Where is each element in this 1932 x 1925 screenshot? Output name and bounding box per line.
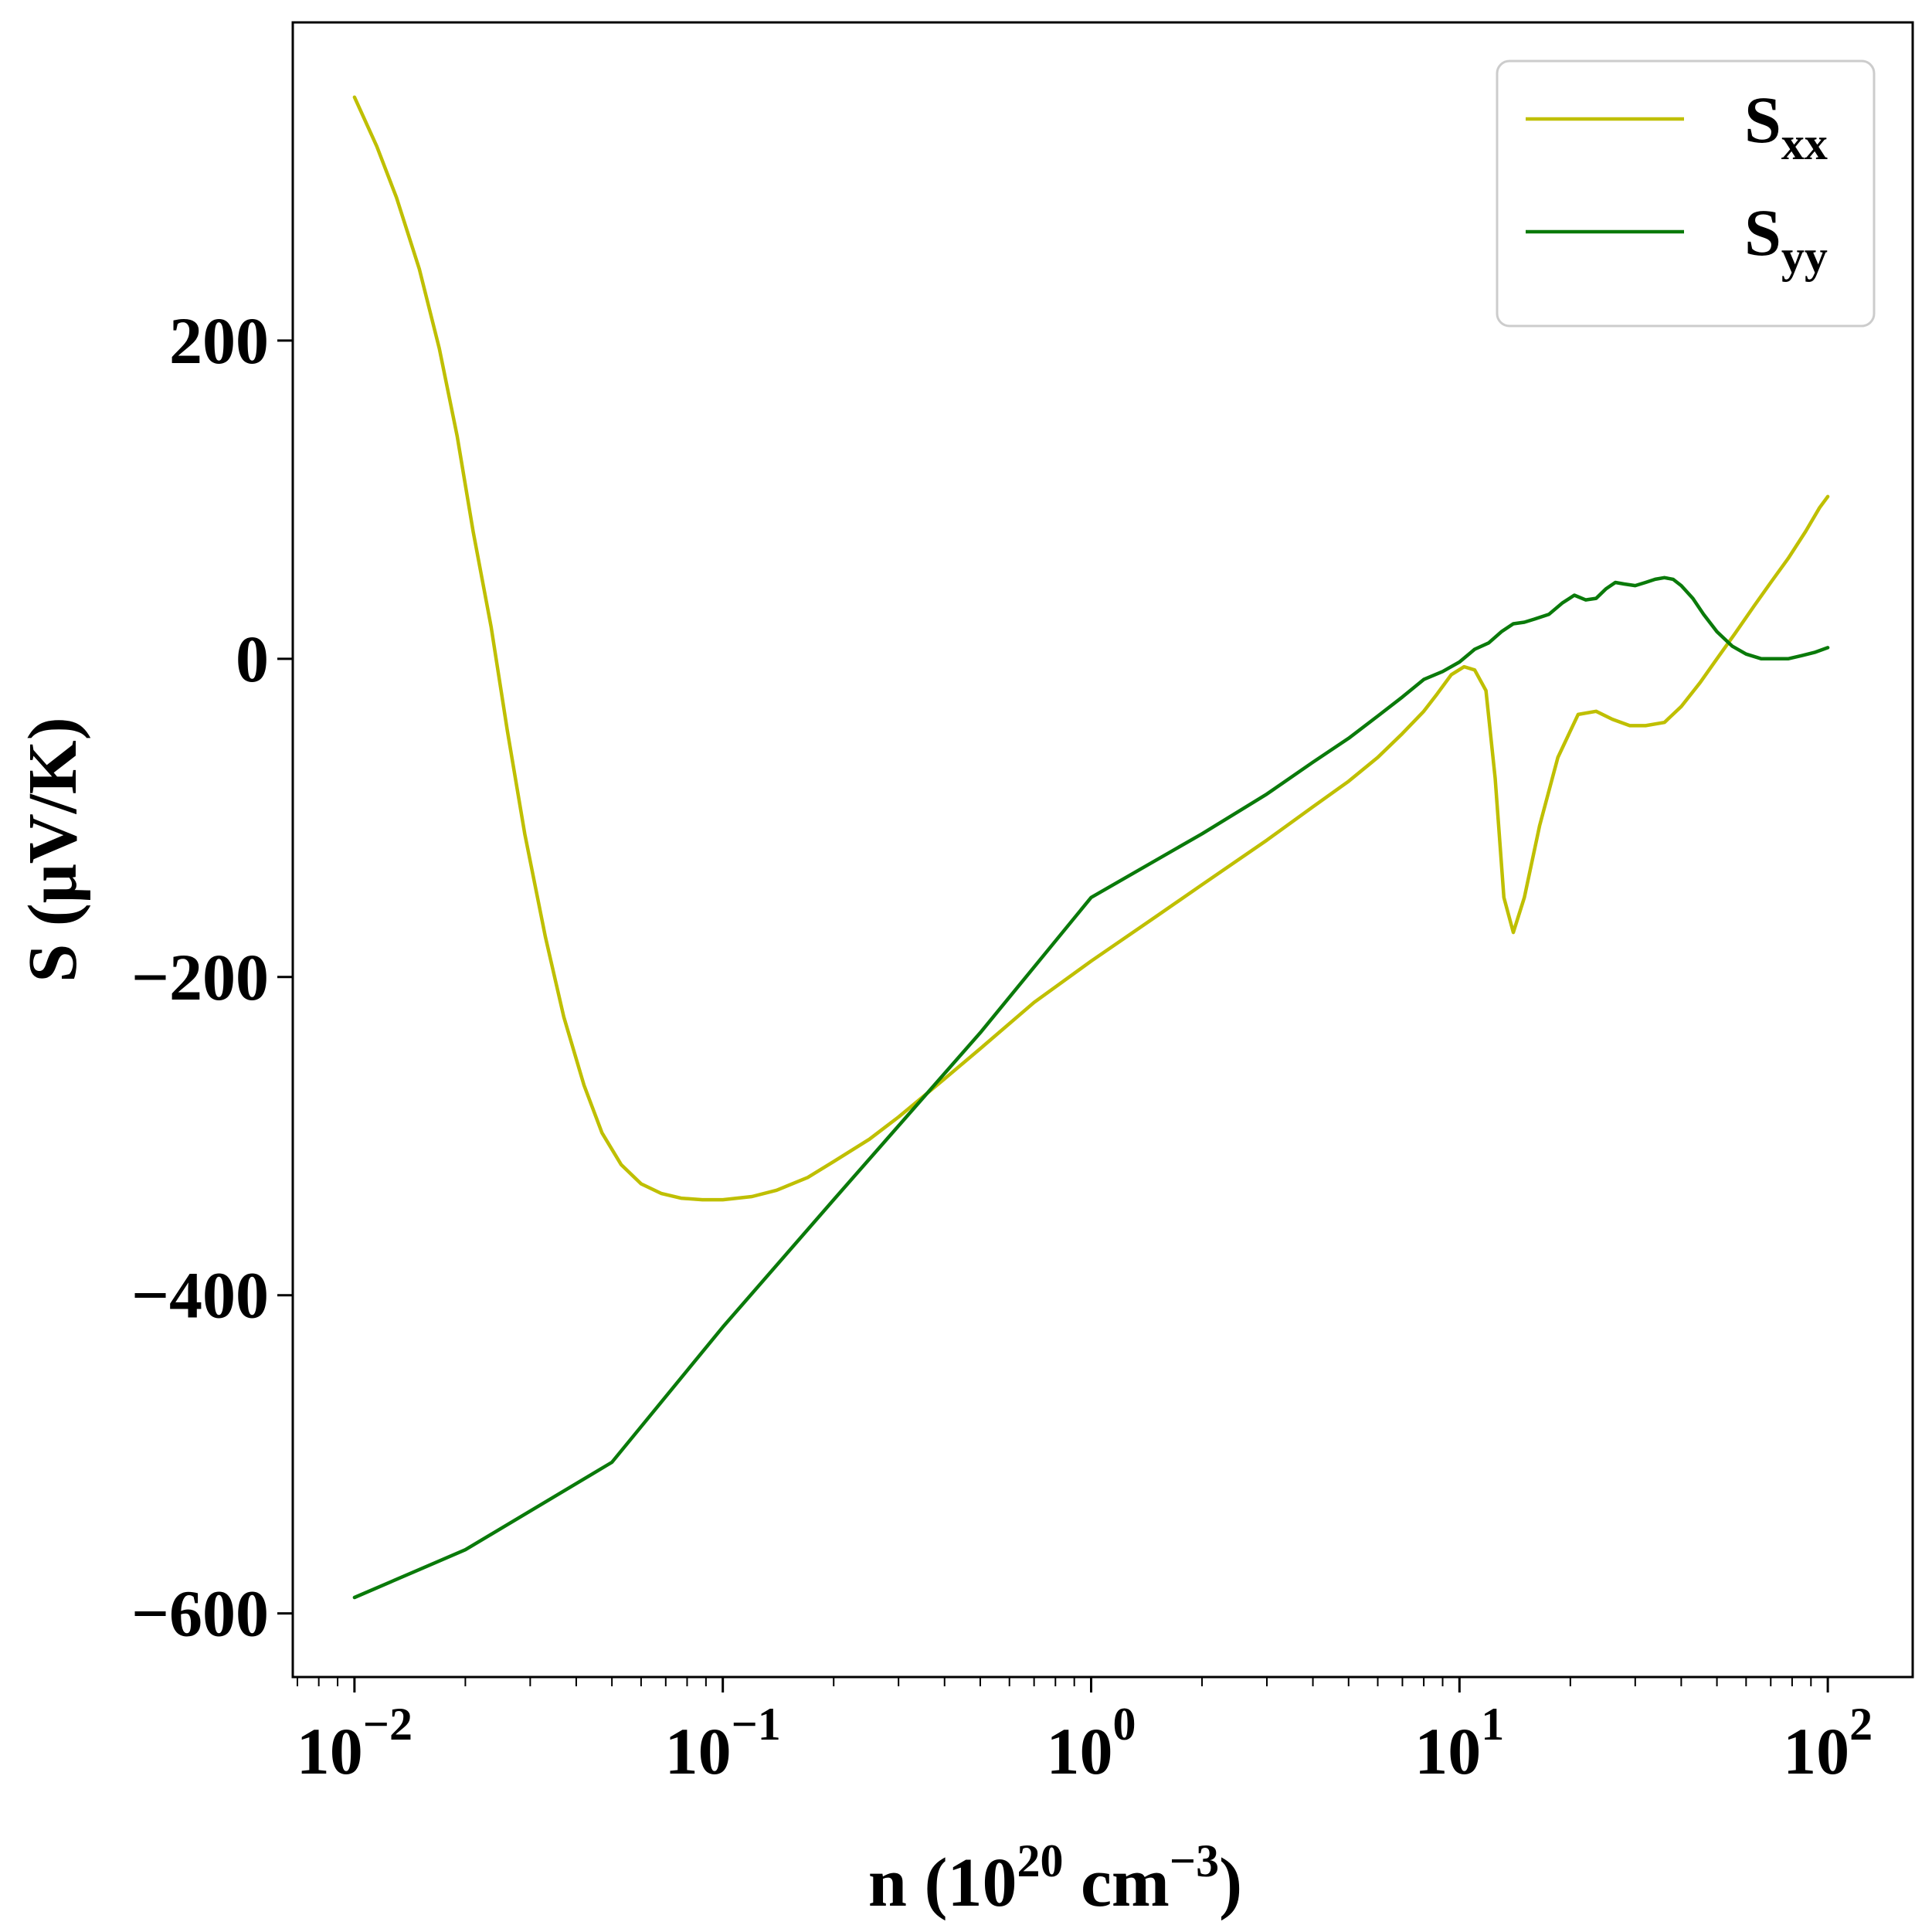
x-tick-label-exponent: 2 xyxy=(1849,1699,1873,1750)
series-line-Sxx xyxy=(352,95,1830,1202)
x-tick-label: 10−2 xyxy=(297,1699,413,1788)
x-tick-label-exponent: 0 xyxy=(1112,1699,1136,1750)
x-axis-title-base: n (10 xyxy=(868,1845,1017,1921)
y-axis-ticks: 200 0 −200 −400 −600 xyxy=(131,304,293,1651)
plot-frame xyxy=(291,21,1914,1679)
x-axis-title-middle: cm xyxy=(1063,1845,1169,1921)
x-tick-label-exponent: −1 xyxy=(732,1699,781,1750)
x-tick-label-base: 10 xyxy=(665,1714,732,1788)
x-tick-label-base: 10 xyxy=(1783,1714,1849,1788)
x-tick-label-base: 10 xyxy=(1046,1714,1112,1788)
legend-label-subscript: xx xyxy=(1781,118,1828,169)
legend-box xyxy=(1496,59,1876,328)
x-tick-label: 102 xyxy=(1783,1699,1873,1788)
y-tick-label: −200 xyxy=(131,940,269,1014)
x-axis-title-exp2: −3 xyxy=(1170,1835,1219,1886)
x-axis-title-exp1: 20 xyxy=(1017,1835,1063,1886)
series-line-Syy xyxy=(352,575,1830,1600)
legend-label-Syy: Syy xyxy=(1744,195,1828,282)
x-axis-title-end: ) xyxy=(1219,1845,1242,1921)
x-tick-label-exponent: −2 xyxy=(363,1699,413,1750)
series-layer xyxy=(352,95,1830,1600)
x-tick-label: 100 xyxy=(1046,1699,1136,1788)
x-tick-label-base: 10 xyxy=(1414,1714,1481,1788)
y-tick-label: 200 xyxy=(169,304,269,378)
y-axis-title: S (μV/K) xyxy=(15,717,91,983)
x-axis-title: n (1020 cm−3) xyxy=(868,1835,1242,1921)
y-tick-label: −400 xyxy=(131,1258,269,1333)
legend-label-name: S xyxy=(1744,195,1781,270)
legend-label-Sxx: Sxx xyxy=(1744,83,1828,169)
y-tick-label: −600 xyxy=(131,1577,269,1651)
x-axis-ticks: 10−2 10−1 100 101 102 xyxy=(297,1677,1873,1788)
legend-label-subscript: yy xyxy=(1781,231,1828,282)
x-minor-ticks xyxy=(297,1677,1812,1686)
x-tick-label-base: 10 xyxy=(297,1714,363,1788)
x-tick-label: 101 xyxy=(1414,1699,1504,1788)
y-tick-label: 0 xyxy=(236,622,269,696)
x-tick-label-exponent: 1 xyxy=(1481,1699,1504,1750)
legend-label-name: S xyxy=(1744,83,1781,157)
x-tick-label: 10−1 xyxy=(665,1699,781,1788)
